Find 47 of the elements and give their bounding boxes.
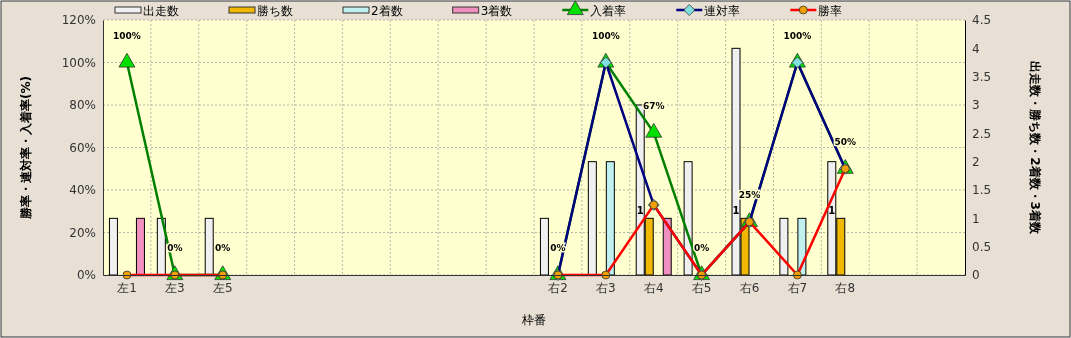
legend-label: 3着数 [480, 4, 513, 18]
x-axis-title: 枠番 [521, 313, 546, 327]
y2-tick-label: 3 [972, 98, 980, 113]
x-tick-label: 左3 [165, 281, 185, 296]
x-tick-label: 右6 [739, 281, 760, 296]
data-label: 100% [783, 30, 812, 41]
data-label: 67% [642, 100, 665, 111]
y2-tick-label: 4 [972, 41, 980, 56]
data-label: 1 [636, 205, 644, 217]
data-label: 1 [732, 205, 740, 217]
y2-tick-label: 2 [972, 155, 980, 170]
y2-tick-label: 0.5 [972, 240, 992, 255]
legend-label: 勝率 [818, 4, 843, 18]
x-tick-label: 左1 [117, 281, 137, 296]
legend-label: 連対率 [704, 4, 741, 18]
y-tick-label: 80% [69, 98, 96, 113]
y-tick-label: 40% [69, 183, 96, 198]
data-label: 0% [215, 243, 231, 253]
x-tick-label: 右5 [691, 281, 712, 296]
legend-label: 勝ち数 [257, 4, 293, 18]
legend-label: 2着数 [371, 4, 403, 18]
x-tick-label: 右2 [548, 281, 568, 296]
y-tick-label: 0% [76, 268, 96, 283]
y2-tick-label: 4.5 [972, 13, 992, 28]
data-label: 1 [828, 205, 836, 217]
y-tick-label: 120% [61, 13, 96, 28]
data-label: 100% [591, 30, 620, 41]
y2-tick-label: 0 [972, 268, 980, 283]
data-label: 100% [113, 30, 141, 41]
y2-axis-title: 出走数・勝ち数・2着数・3着数 [1028, 61, 1042, 235]
y-tick-label: 20% [69, 225, 96, 240]
x-tick-label: 右3 [596, 281, 616, 296]
x-tick-label: 右4 [643, 281, 664, 296]
y2-tick-label: 2.5 [972, 126, 992, 141]
data-label: 50% [834, 136, 857, 147]
x-tick-label: 右8 [835, 281, 856, 296]
y-tick-label: 60% [69, 140, 96, 155]
y-axis-title: 勝率・連対率・入着率(%) [19, 76, 33, 220]
data-label: 0% [693, 243, 710, 253]
y2-tick-label: 1 [972, 211, 980, 226]
legend-label: 出走数 [143, 4, 179, 18]
x-tick-label: 左5 [212, 281, 233, 296]
y2-tick-label: 3.5 [972, 70, 992, 85]
y-tick-label: 100% [61, 55, 96, 70]
legend-label: 入着率 [590, 4, 627, 18]
x-tick-label: 右7 [787, 281, 808, 296]
y2-tick-label: 1.5 [972, 183, 992, 198]
